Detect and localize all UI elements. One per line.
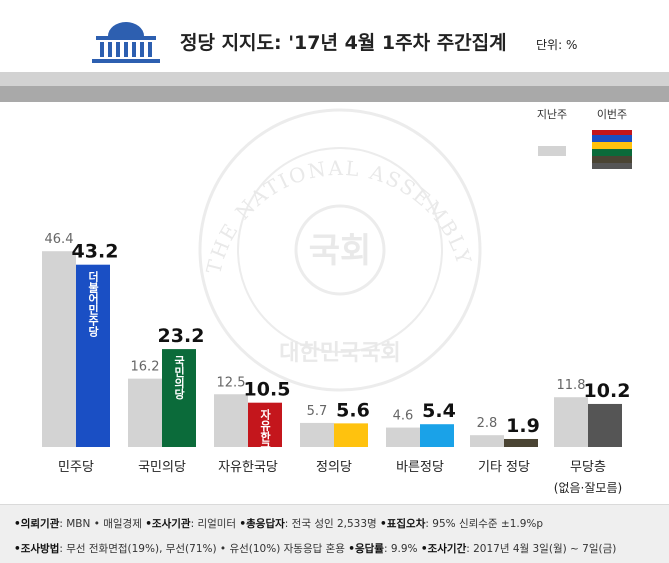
legend-label-prev: 지난주 — [537, 108, 567, 121]
bar-prev-2 — [214, 394, 248, 447]
party-logo-0: 더불어민주당 — [87, 269, 100, 337]
footer-value: : 전국 성인 2,533명 — [284, 518, 381, 530]
chart-area: THE NATIONAL ASSEMBLY OF THE REPUBLIC OF… — [0, 102, 669, 500]
chart-title: 정당 지지도: '17년 4월 1주차 주간집계 — [180, 32, 507, 54]
footer-value: : 리얼미터 — [190, 518, 240, 530]
legend-swatch-curr-1 — [592, 135, 632, 142]
legend-swatch-curr-5 — [592, 163, 632, 169]
footer-key: •조사기관 — [145, 518, 191, 530]
bar-curr-0 — [76, 264, 110, 447]
footer-key: •총응답자 — [239, 518, 285, 530]
legend-swatch-curr-3 — [592, 149, 632, 156]
legend-swatch-curr-2 — [592, 142, 632, 149]
footer: •의뢰기관: MBN • 매일경제 •조사기관: 리얼미터 •총응답자: 전국 … — [0, 504, 669, 563]
watermark-outer-ring — [198, 108, 482, 392]
footer-item: •표집오차: 95% 신뢰수준 ±1.9%p — [380, 518, 543, 530]
category-label-5: 기타 정당 — [478, 460, 530, 475]
footer-value: : 무선 전화면접(19%), 무선(71%) • 유선(10%) 자동응답 혼… — [59, 543, 349, 555]
bar-prev-1 — [128, 378, 162, 447]
footer-key: •의뢰기관 — [14, 518, 60, 530]
header: 정당 지지도: '17년 4월 1주차 주간집계 단위: % — [0, 0, 669, 72]
value-label-curr-2: 10.5 — [244, 379, 291, 401]
bar-prev-0 — [42, 251, 76, 447]
national-assembly-logo — [92, 22, 160, 63]
unit-label: 단위: % — [536, 38, 578, 52]
value-label-prev-2: 12.5 — [217, 375, 246, 390]
value-label-curr-4: 5.4 — [422, 400, 456, 422]
watermark-inner-ring — [237, 147, 443, 353]
footer-key: •조사방법 — [14, 543, 60, 555]
footer-value: : 9.9% — [383, 543, 421, 555]
bar-prev-5 — [470, 435, 504, 447]
category-label-6: 무당층 — [570, 460, 606, 475]
bar-curr-3 — [334, 423, 368, 447]
category-sublabel-6: (없음·잘모름) — [554, 481, 622, 495]
footer-item: •조사기관: 리얼미터 — [145, 518, 239, 530]
value-label-prev-3: 5.7 — [307, 404, 328, 419]
value-label-curr-1: 23.2 — [158, 325, 205, 347]
value-label-prev-6: 11.8 — [557, 378, 586, 393]
value-label-prev-1: 16.2 — [131, 360, 160, 375]
bar-curr-1 — [162, 349, 196, 447]
value-label-prev-4: 4.6 — [393, 409, 414, 424]
legend-swatch-curr-4 — [592, 156, 632, 163]
legend-label-curr: 이번주 — [597, 108, 627, 121]
party-logo-2: 자유한국당 — [259, 407, 272, 464]
footer-line-1: •의뢰기관: MBN • 매일경제 •조사기관: 리얼미터 •총응답자: 전국 … — [14, 516, 543, 531]
category-label-4: 바른정당 — [396, 460, 444, 475]
footer-item: •조사기간: 2017년 4월 3일(월) ~ 7일(금) — [421, 543, 617, 555]
header-divider-light — [0, 72, 669, 86]
value-label-curr-5: 1.9 — [506, 415, 540, 437]
watermark-bottom-text: 대한민국국회 — [279, 341, 400, 366]
category-label-1: 국민의당 — [138, 460, 186, 475]
legend-swatch-curr-0 — [592, 130, 632, 135]
footer-value: : 2017년 4월 3일(월) ~ 7일(금) — [466, 543, 617, 555]
bar-curr-5 — [504, 438, 538, 447]
legend-swatch-prev — [538, 146, 566, 156]
bar-prev-4 — [386, 427, 420, 447]
bar-prev-3 — [300, 422, 334, 447]
footer-value: : 95% 신뢰수준 ±1.9%p — [425, 518, 544, 530]
footer-item: •응답률: 9.9% — [348, 543, 421, 555]
footer-item: •조사방법: 무선 전화면접(19%), 무선(71%) • 유선(10%) 자… — [14, 543, 348, 555]
value-label-curr-3: 5.6 — [336, 399, 370, 421]
footer-key: •응답률 — [348, 543, 384, 555]
footer-key: •표집오차 — [380, 518, 426, 530]
category-label-3: 정의당 — [316, 460, 352, 475]
bar-curr-2 — [248, 402, 282, 447]
footer-line-2: •조사방법: 무선 전화면접(19%), 무선(71%) • 유선(10%) 자… — [14, 541, 616, 556]
footer-key: •조사기간 — [420, 543, 467, 555]
bar-prev-6 — [554, 397, 588, 447]
footer-item: •총응답자: 전국 성인 2,533명 — [239, 518, 380, 530]
watermark-center-text: 국회 — [309, 231, 372, 271]
value-label-curr-6: 10.2 — [584, 380, 631, 402]
bar-curr-4 — [420, 424, 454, 447]
bar-chart: THE NATIONAL ASSEMBLY OF THE REPUBLIC OF… — [0, 102, 632, 495]
value-label-prev-5: 2.8 — [477, 416, 498, 431]
bar-curr-6 — [588, 403, 622, 447]
value-label-curr-0: 43.2 — [72, 241, 119, 263]
footer-item: •의뢰기관: MBN • 매일경제 — [14, 518, 145, 530]
value-label-prev-0: 46.4 — [45, 232, 74, 247]
footer-value: : MBN • 매일경제 — [59, 518, 146, 530]
party-logo-1: 국민의당 — [173, 355, 186, 400]
category-label-0: 민주당 — [58, 460, 94, 475]
category-label-2: 자유한국당 — [218, 460, 278, 475]
header-divider-dark — [0, 86, 669, 102]
watermark-center-ring — [294, 204, 386, 296]
